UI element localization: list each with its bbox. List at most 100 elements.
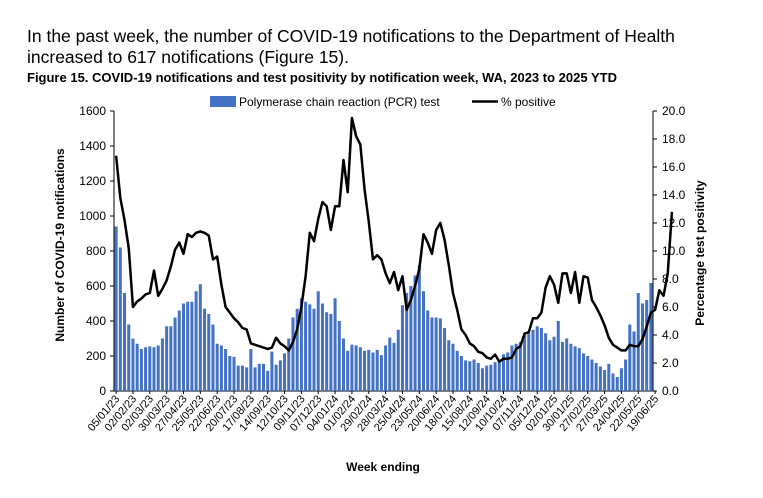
pcr-bar <box>190 301 194 391</box>
y-right-tick-label: 18.0 <box>662 132 686 146</box>
pcr-bar <box>535 326 539 391</box>
pcr-bar <box>148 346 152 392</box>
pcr-bar <box>556 321 560 391</box>
pcr-bar <box>649 283 653 391</box>
pcr-bar <box>569 343 573 391</box>
pcr-bar <box>207 314 211 391</box>
pcr-bar <box>476 363 480 391</box>
y-right-tick-label: 4.0 <box>662 328 679 342</box>
y-left-tick-label: 1400 <box>79 139 106 153</box>
pcr-bar <box>135 343 139 391</box>
pcr-bar <box>375 349 379 392</box>
y-left-tick-label: 0 <box>99 384 106 398</box>
pcr-bar <box>304 301 308 391</box>
pcr-bar <box>139 349 143 391</box>
pcr-bar <box>598 366 602 391</box>
pcr-bar <box>565 338 569 391</box>
pcr-bar <box>624 359 628 391</box>
pcr-bar <box>257 363 261 392</box>
pcr-bar <box>523 335 527 391</box>
pcr-bar <box>123 293 127 391</box>
pcr-bar <box>274 364 278 391</box>
y-left-tick-label: 800 <box>86 244 106 258</box>
pcr-bar <box>539 328 543 391</box>
pcr-bar <box>388 337 392 392</box>
pcr-bar <box>165 326 169 391</box>
pcr-bar <box>443 328 447 391</box>
figure-title: Figure 15. COVID-19 notifications and te… <box>27 70 617 85</box>
y-left-tick-label: 1000 <box>79 209 106 223</box>
pcr-bar <box>421 291 426 391</box>
y-right-tick-label: 14.0 <box>662 188 686 202</box>
pcr-bar <box>417 265 421 391</box>
pcr-bar <box>308 304 312 392</box>
pcr-bar <box>619 368 623 391</box>
pcr-bar <box>464 360 468 392</box>
y-right-tick-label: 12.0 <box>662 216 686 230</box>
pcr-bar <box>396 329 400 391</box>
pcr-bar <box>430 317 434 391</box>
pcr-bar <box>493 362 497 392</box>
pcr-bar <box>514 343 518 391</box>
pcr-bar <box>333 298 337 391</box>
pcr-bar <box>253 367 257 392</box>
pcr-bar <box>283 353 287 392</box>
pcr-bar <box>405 293 409 391</box>
pcr-bar <box>291 317 295 391</box>
pcr-bar <box>186 301 190 391</box>
pcr-bar <box>249 349 253 391</box>
legend-label-pcr: Polymerase chain reaction (PCR) test <box>239 95 440 109</box>
pcr-bar <box>459 356 463 391</box>
pcr-bar <box>594 363 598 391</box>
pcr-bar <box>266 370 270 392</box>
pcr-bar <box>127 324 131 391</box>
pcr-bar <box>177 310 181 391</box>
pcr-bar <box>586 356 590 391</box>
positivity-series-line <box>114 116 674 363</box>
y-right-tick-label: 2.0 <box>662 356 679 370</box>
pcr-bar <box>615 377 619 391</box>
pcr-bar <box>346 350 350 391</box>
y-left-tick-label: 400 <box>86 314 106 328</box>
pcr-bar <box>181 303 185 391</box>
pcr-bar <box>451 343 455 391</box>
pcr-bar <box>337 321 341 391</box>
pcr-bar <box>354 345 358 391</box>
y-left-tick-label: 1200 <box>79 174 106 188</box>
y-right-tick-label: 6.0 <box>662 300 679 314</box>
pcr-bar <box>325 312 329 391</box>
pcr-bar <box>152 347 156 391</box>
pcr-bar <box>577 348 581 392</box>
y-axis-right-title: Percentage test positivity <box>693 180 707 326</box>
pcr-bar <box>413 275 417 391</box>
pcr-bar <box>531 329 535 391</box>
pcr-bar <box>455 350 459 391</box>
pcr-bar <box>245 367 249 392</box>
pcr-bar <box>603 370 607 391</box>
pcr-bar <box>131 338 135 391</box>
pcr-bar <box>363 350 367 391</box>
y-axis-left-title: Number of COVID-19 notifications <box>53 148 67 342</box>
pcr-bar <box>320 303 324 391</box>
axis-labels: Number of COVID-19 notifications Percent… <box>53 148 707 474</box>
pcr-bar <box>228 356 232 391</box>
pcr-bar <box>518 342 522 391</box>
pcr-bar <box>645 300 649 391</box>
pcr-bar <box>485 365 489 392</box>
y-right-tick-label: 20.0 <box>662 104 686 118</box>
pcr-bar <box>379 355 383 392</box>
pcr-bar <box>371 352 375 391</box>
pcr-bar <box>198 284 202 391</box>
pcr-bar <box>628 324 632 391</box>
positivity-line <box>114 116 674 363</box>
pcr-bar <box>278 360 282 392</box>
pcr-bar <box>224 349 228 391</box>
pcr-bar <box>548 340 552 391</box>
pcr-bar <box>261 363 265 392</box>
pcr-bar <box>358 347 362 391</box>
pcr-bar <box>215 343 219 391</box>
pcr-bar <box>144 347 148 391</box>
pcr-bar <box>270 351 274 392</box>
pcr-bar <box>236 365 240 392</box>
pcr-bar <box>426 310 430 391</box>
